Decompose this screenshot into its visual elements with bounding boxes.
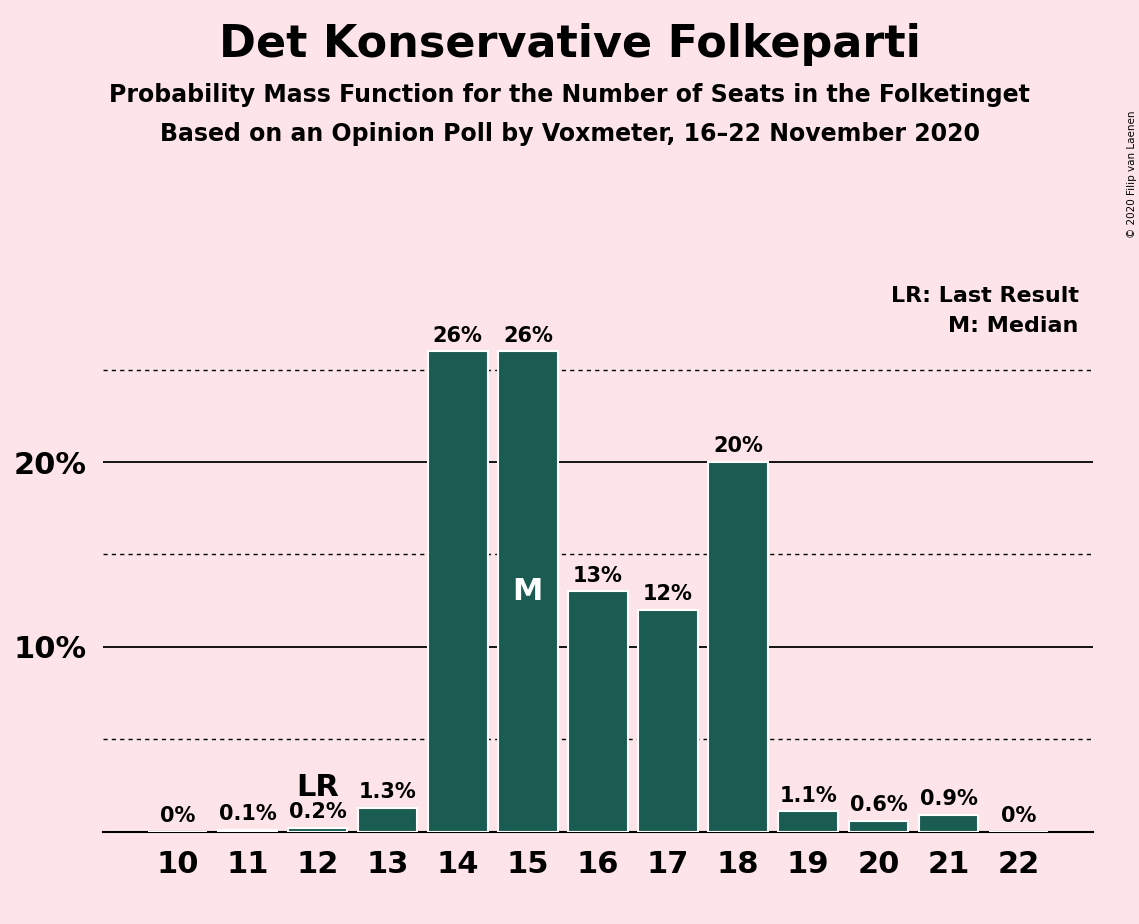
Bar bbox=[428, 351, 487, 832]
Bar bbox=[778, 811, 838, 832]
Text: 0.6%: 0.6% bbox=[850, 795, 908, 815]
Bar bbox=[849, 821, 908, 832]
Text: 0%: 0% bbox=[1001, 806, 1036, 826]
Bar bbox=[568, 591, 628, 832]
Text: 0.1%: 0.1% bbox=[219, 804, 277, 824]
Text: 26%: 26% bbox=[503, 325, 552, 346]
Text: M: M bbox=[513, 577, 543, 606]
Text: Based on an Opinion Poll by Voxmeter, 16–22 November 2020: Based on an Opinion Poll by Voxmeter, 16… bbox=[159, 122, 980, 146]
Text: 1.3%: 1.3% bbox=[359, 782, 417, 802]
Bar bbox=[919, 815, 978, 832]
Text: M: Median: M: Median bbox=[948, 316, 1079, 336]
Text: 12%: 12% bbox=[644, 584, 693, 604]
Text: 0%: 0% bbox=[159, 806, 195, 826]
Text: 20%: 20% bbox=[713, 436, 763, 456]
Bar bbox=[358, 808, 418, 832]
Text: 13%: 13% bbox=[573, 565, 623, 586]
Text: 0.2%: 0.2% bbox=[288, 802, 346, 822]
Bar bbox=[218, 830, 277, 832]
Text: 0.9%: 0.9% bbox=[919, 789, 977, 809]
Text: Det Konservative Folkeparti: Det Konservative Folkeparti bbox=[219, 23, 920, 67]
Text: LR: LR bbox=[296, 773, 339, 802]
Bar bbox=[288, 828, 347, 832]
Text: 26%: 26% bbox=[433, 325, 483, 346]
Text: © 2020 Filip van Laenen: © 2020 Filip van Laenen bbox=[1126, 111, 1137, 238]
Text: 1.1%: 1.1% bbox=[779, 785, 837, 806]
Bar bbox=[708, 462, 768, 832]
Text: Probability Mass Function for the Number of Seats in the Folketinget: Probability Mass Function for the Number… bbox=[109, 83, 1030, 107]
Bar bbox=[498, 351, 558, 832]
Text: LR: Last Result: LR: Last Result bbox=[891, 286, 1079, 306]
Bar bbox=[638, 610, 698, 832]
